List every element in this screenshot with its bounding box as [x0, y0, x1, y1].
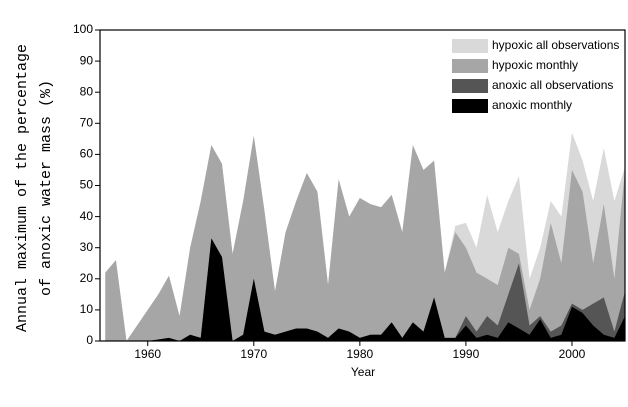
area	[105, 135, 625, 341]
legend-swatch	[452, 39, 488, 53]
legend-swatch	[452, 79, 488, 93]
y-tick-label: 50	[80, 178, 94, 192]
y-axis-label: Annual maximum of the percentage	[14, 44, 31, 332]
legend-swatch	[452, 59, 488, 73]
y-tick-label: 70	[80, 115, 94, 129]
y-tick-label: 10	[80, 302, 94, 316]
x-tick-label: 1990	[453, 347, 480, 361]
y-tick-label: 80	[80, 84, 94, 98]
y-tick-label: 60	[80, 147, 94, 161]
x-tick-label: 1960	[134, 347, 161, 361]
y-tick-label: 100	[73, 22, 93, 36]
area	[105, 238, 625, 341]
x-tick-label: 1970	[240, 347, 267, 361]
legend-label: anoxic monthly	[492, 98, 572, 112]
x-tick-label: 2000	[559, 347, 586, 361]
x-axis-label: Year	[351, 365, 375, 379]
legend-label: hypoxic all observations	[492, 38, 619, 52]
legend-swatch	[452, 99, 488, 113]
y-tick-label: 40	[80, 209, 94, 223]
y-tick-label: 30	[80, 240, 94, 254]
legend-label: anoxic all observations	[492, 78, 613, 92]
y-tick-label: 0	[86, 333, 93, 347]
x-tick-label: 1980	[346, 347, 373, 361]
y-tick-label: 20	[80, 271, 94, 285]
legend-label: hypoxic monthly	[492, 58, 578, 72]
y-tick-label: 90	[80, 53, 94, 67]
y-axis-label: of anoxic water mass (%)	[38, 80, 55, 296]
